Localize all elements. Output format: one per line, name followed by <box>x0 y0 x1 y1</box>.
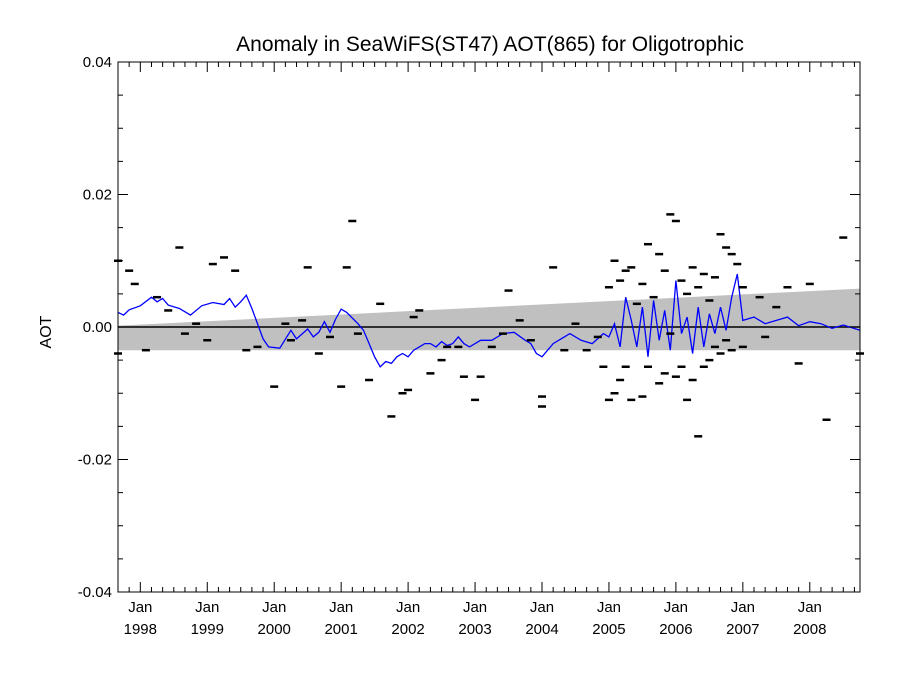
x-tick-year-label: 2005 <box>592 621 625 638</box>
anomaly-line-layer <box>117 273 861 368</box>
x-tick-year-label: 1998 <box>124 621 157 638</box>
x-tick-year-label: 2006 <box>659 621 692 638</box>
x-tick-year-label: 2004 <box>525 621 558 638</box>
x-tick-month-label: Jan <box>530 599 554 616</box>
anomaly-series-line <box>117 273 861 368</box>
x-tick-month-label: Jan <box>128 599 152 616</box>
x-tick-month-label: Jan <box>597 599 621 616</box>
chart-title: Anomaly in SeaWiFS(ST47) AOT(865) for Ol… <box>236 33 744 56</box>
x-tick-year-label: 2000 <box>258 621 291 638</box>
y-tick-label: -0.04 <box>78 584 112 601</box>
x-tick-month-label: Jan <box>396 599 420 616</box>
x-tick-month-label: Jan <box>195 599 219 616</box>
x-tick-month-label: Jan <box>329 599 353 616</box>
x-tick-year-label: 1999 <box>191 621 224 638</box>
x-tick-year-label: 2002 <box>391 621 424 638</box>
y-tick-label: 0.02 <box>83 187 112 204</box>
x-tick-year-label: 2007 <box>726 621 759 638</box>
x-tick-month-label: Jan <box>731 599 755 616</box>
x-tick-month-label: Jan <box>262 599 286 616</box>
scatter-points-layer <box>114 213 864 438</box>
axes-layer: 0.04 0.02 0.00 -0.02 -0.04 Jan 1998 Jan 1999 Jan 2… <box>78 54 861 638</box>
x-tick-year-label: 2003 <box>458 621 491 638</box>
x-tick-year-label: 2008 <box>793 621 826 638</box>
x-tick-month-label: Jan <box>798 599 822 616</box>
x-tick-month-label: Jan <box>463 599 487 616</box>
x-tick-year-label: 2001 <box>324 621 357 638</box>
y-tick-label: 0.00 <box>83 319 112 336</box>
y-axis-label: AOT <box>38 315 55 348</box>
x-tick-month-label: Jan <box>664 599 688 616</box>
y-tick-label: 0.04 <box>83 54 112 71</box>
y-tick-label: -0.02 <box>78 452 112 469</box>
